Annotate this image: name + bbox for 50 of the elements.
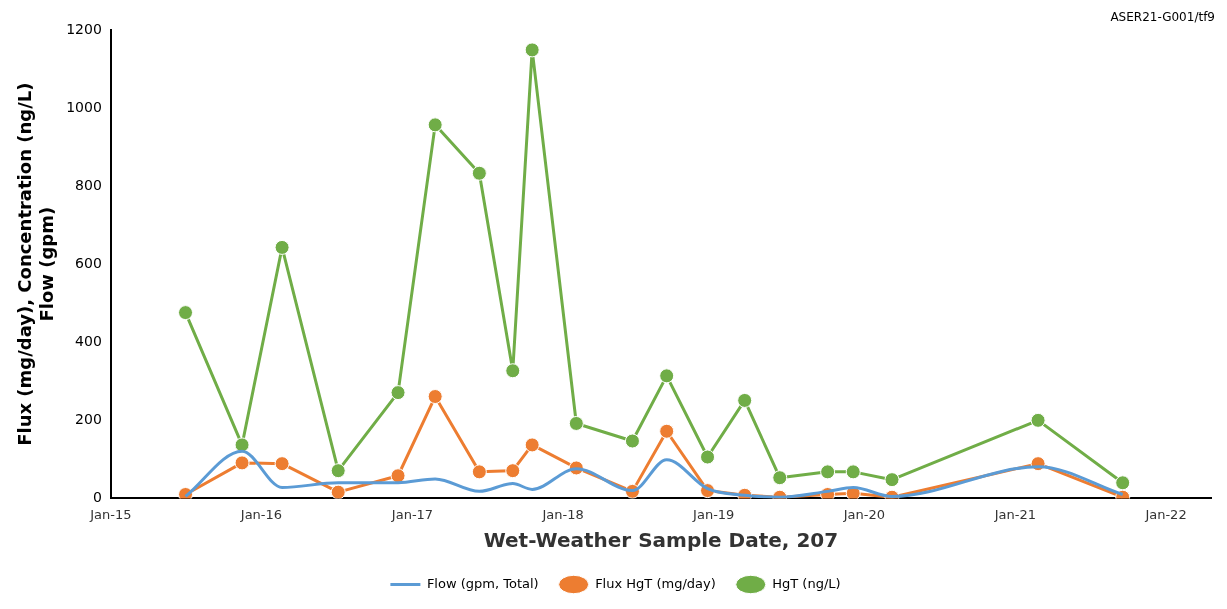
y-tick-label: 200 bbox=[75, 410, 102, 427]
point bbox=[427, 389, 443, 405]
point bbox=[427, 117, 443, 133]
point bbox=[505, 363, 521, 379]
legend-label: Flux HgT (mg/day) bbox=[595, 575, 716, 591]
point bbox=[390, 385, 406, 401]
point bbox=[178, 305, 194, 321]
point bbox=[659, 423, 675, 439]
point bbox=[820, 464, 836, 480]
point bbox=[330, 463, 346, 479]
point bbox=[772, 470, 788, 486]
y-axis-title: Flux (mg/day), Concentration (ng/L) Flow (gpm) bbox=[14, 82, 58, 446]
point bbox=[274, 239, 290, 255]
point bbox=[845, 464, 861, 480]
y-tick-label: 600 bbox=[75, 254, 102, 271]
point bbox=[1115, 475, 1131, 491]
x-axis-title: Wet-Weather Sample Date, 207 bbox=[483, 528, 839, 553]
point bbox=[524, 42, 540, 58]
text: ASER21-G001/tf9 bbox=[1110, 10, 1215, 25]
x-tick-label: Jan-22 bbox=[1144, 506, 1187, 522]
x-tick-label: Jan-15 bbox=[89, 506, 132, 522]
y-tick-label: 0 bbox=[92, 489, 102, 506]
x-tick-label: Jan-17 bbox=[390, 506, 434, 522]
point bbox=[568, 415, 584, 431]
point bbox=[274, 456, 290, 472]
x-tick-label: Jan-16 bbox=[239, 506, 283, 522]
point bbox=[659, 368, 675, 384]
x-tick-label: Jan-18 bbox=[541, 506, 584, 522]
legend-label: HgT (ng/L) bbox=[772, 575, 841, 591]
point bbox=[737, 392, 753, 408]
point bbox=[390, 468, 406, 484]
point bbox=[330, 484, 346, 499]
y-tick-label: 800 bbox=[75, 176, 102, 193]
point bbox=[234, 437, 250, 453]
x-tick-label: Jan-20 bbox=[842, 506, 885, 522]
legend-label: Flow (gpm, Total) bbox=[426, 575, 539, 591]
point bbox=[471, 464, 487, 480]
point bbox=[505, 463, 521, 479]
y-tick-label: 400 bbox=[75, 332, 102, 349]
point bbox=[524, 437, 540, 453]
x-tick-label: Jan-19 bbox=[692, 506, 735, 522]
point bbox=[234, 455, 250, 471]
point bbox=[884, 472, 900, 488]
y-tick-label: 1200 bbox=[66, 20, 102, 37]
y-tick-label: 1000 bbox=[66, 98, 102, 115]
point bbox=[700, 449, 716, 465]
point bbox=[624, 433, 640, 449]
point bbox=[1030, 412, 1046, 428]
point bbox=[471, 165, 487, 181]
x-tick-label: Jan-21 bbox=[993, 506, 1037, 522]
